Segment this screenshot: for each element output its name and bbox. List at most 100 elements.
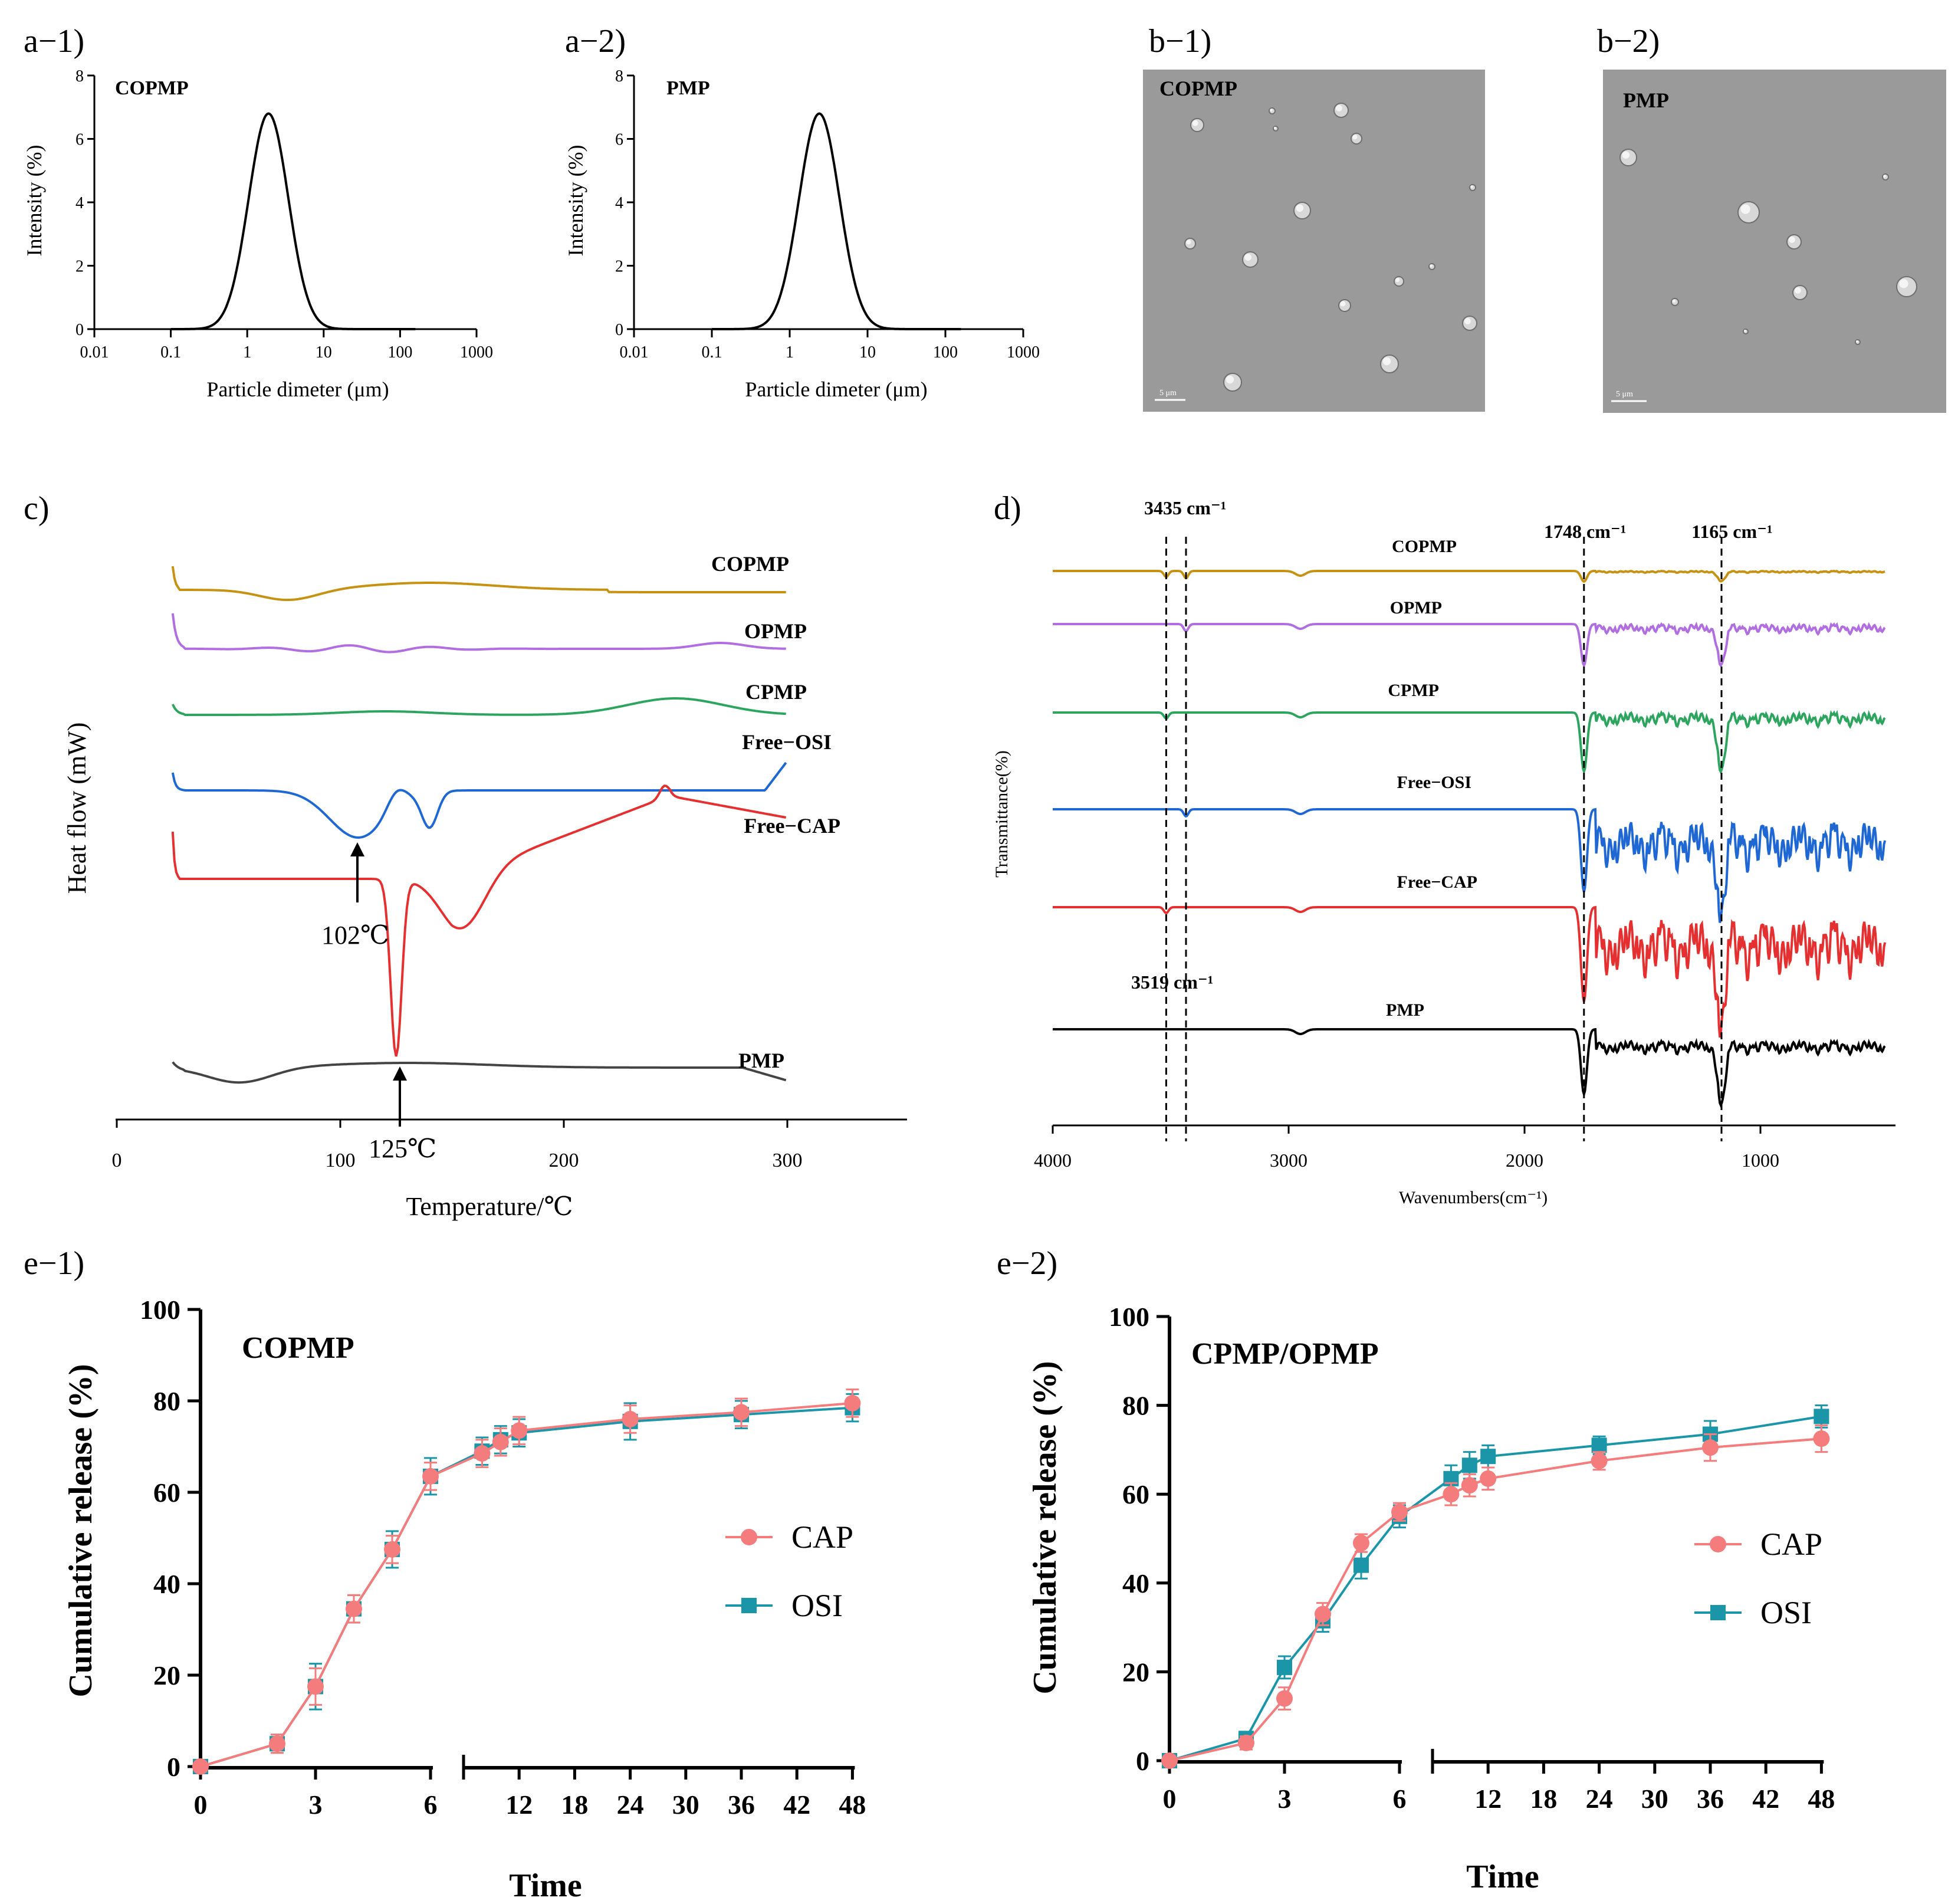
release-x-tick-label: 0 (1163, 1784, 1177, 1814)
release-x-tick-label: 24 (1586, 1784, 1613, 1814)
cap-point (422, 1468, 439, 1485)
cap-point (492, 1433, 509, 1450)
psd-curve (170, 112, 416, 330)
sem-highlight (1430, 264, 1433, 267)
panel-b2: b−2) PMP 5 μm (1597, 23, 1946, 413)
psd-curve (712, 112, 961, 330)
legend-label-osi: OSI (791, 1588, 843, 1623)
release-y-tick-label: 100 (1109, 1302, 1149, 1332)
release-y-tick-label: 0 (167, 1752, 180, 1782)
legend-label-cap: CAP (791, 1519, 853, 1555)
ftir-label-opmp: OPMP (1390, 598, 1442, 618)
psd-chart-a1: 0 2 4 6 8 0.01 0.1 1 10 100 1000 (75, 67, 493, 362)
release-y-tick-label: 40 (153, 1569, 180, 1599)
release-y-tick-label: 80 (153, 1386, 180, 1416)
psd-x-tick-label: 0.01 (80, 343, 109, 362)
panel-label-b1: b−1) (1149, 23, 1211, 60)
cap-point (622, 1411, 639, 1427)
ftir-curve (1053, 569, 1885, 583)
psd-xlabel-a1: Particle dimeter (μm) (206, 377, 389, 401)
panel-d: d) 4000 3000 2000 1000 COPMP OPMP CPMP Free… (992, 490, 1895, 1207)
sem-highlight (1336, 105, 1342, 111)
cap-point (1813, 1430, 1830, 1447)
sem-highlight (1296, 204, 1304, 212)
panel-label-a1: a−1) (24, 23, 84, 60)
psd-y-tick-label: 8 (75, 67, 84, 86)
panel-a1: a−1) 0 2 4 6 8 0.01 0.1 1 10 100 1000 COPMP Partic… (22, 23, 493, 401)
sem-highlight (1740, 204, 1750, 214)
ftir-label-cpmp: CPMP (1388, 681, 1439, 700)
sem-highlight (1856, 340, 1858, 343)
sem-highlight (1270, 109, 1273, 111)
dsc-label-copmp: COPMP (711, 552, 789, 576)
release-title-e1: COPMP (242, 1331, 354, 1365)
psd-chart-a2: 0 2 4 6 8 0.01 0.1 1 10 100 1000 (615, 67, 1040, 362)
scale-label-b1: 5 μm (1159, 389, 1177, 398)
sem-highlight (1789, 237, 1795, 243)
cap-point (511, 1422, 528, 1439)
release-x-tick-label: 42 (783, 1790, 810, 1820)
release-x-tick-label: 6 (424, 1790, 438, 1820)
release-y-tick-label: 20 (1122, 1657, 1149, 1687)
release-x-tick-label: 36 (728, 1790, 755, 1820)
legend-label-osi: OSI (1760, 1595, 1812, 1630)
cap-point (307, 1678, 324, 1695)
dsc-curve (171, 566, 786, 601)
psd-y-tick-label: 0 (615, 321, 623, 339)
release-x-tick-label: 12 (1474, 1784, 1502, 1814)
release-x-tick-label: 30 (1641, 1784, 1668, 1814)
dsc-curve (171, 761, 787, 839)
cap-point (844, 1394, 861, 1411)
arrow-head-125 (393, 1066, 407, 1081)
dsc-x-tick-label: 300 (773, 1150, 803, 1171)
ftir-curve (1053, 621, 1886, 668)
release-x-tick-label: 48 (1808, 1784, 1835, 1814)
release-ylabel-e2: Cumulative release (%) (1027, 1361, 1063, 1694)
osi-point (1277, 1659, 1292, 1675)
scale-label-b2: 5 μm (1616, 390, 1633, 399)
legend-label-cap: CAP (1760, 1527, 1822, 1562)
psd-x-tick-label: 100 (933, 343, 958, 362)
dsc-ylabel: Heat flow (mW) (63, 723, 91, 894)
psd-x-tick-label: 100 (387, 343, 412, 362)
release-y-tick-label: 60 (1122, 1479, 1149, 1509)
release-y-tick-label: 40 (1122, 1568, 1149, 1598)
sem-highlight (1340, 301, 1346, 307)
release-x-tick-label: 18 (561, 1790, 588, 1820)
annotation-125: 125℃ (369, 1134, 436, 1163)
sem-highlight (1672, 299, 1676, 303)
osi-point (1461, 1457, 1477, 1473)
dsc-curve (172, 1061, 787, 1084)
cap-point (1161, 1752, 1178, 1769)
osi-point (1591, 1437, 1607, 1453)
psd-x-tick-label: 0.1 (702, 343, 722, 362)
release-y-tick-label: 20 (153, 1660, 180, 1690)
sem-highlight (1899, 279, 1908, 288)
cap-point (384, 1541, 400, 1558)
dsc-label-free-cap: Free−CAP (744, 814, 840, 838)
cap-point (1238, 1734, 1254, 1751)
dsc-x-tick-label: 100 (326, 1150, 356, 1171)
osi-point (1353, 1557, 1369, 1573)
cap-point (192, 1758, 209, 1775)
legend-marker-osi (1710, 1605, 1726, 1620)
osi-point (1814, 1409, 1829, 1424)
release-x-tick-label: 24 (617, 1790, 644, 1820)
sem-highlight (1192, 120, 1198, 126)
cap-point (1353, 1535, 1369, 1552)
dsc-curves (171, 566, 787, 1084)
psd-y-tick-label: 6 (75, 131, 84, 149)
ftir-curve (1053, 1027, 1886, 1108)
sem-title-b2: PMP (1623, 88, 1669, 112)
ftir-x-tick-label: 2000 (1506, 1150, 1543, 1171)
psd-x-tick-label: 0.01 (620, 343, 649, 362)
psd-x-tick-label: 10 (316, 343, 332, 362)
release-title-e2: CPMP/OPMP (1191, 1337, 1379, 1371)
ftir-curve (1053, 807, 1887, 923)
sem-highlight (1622, 151, 1630, 159)
cap-point (1591, 1452, 1608, 1469)
ftir-label-copmp: COPMP (1392, 537, 1457, 556)
psd-ylabel-a2: Intensity (%) (564, 145, 587, 257)
ftir-label-free-cap: Free−CAP (1397, 872, 1477, 892)
